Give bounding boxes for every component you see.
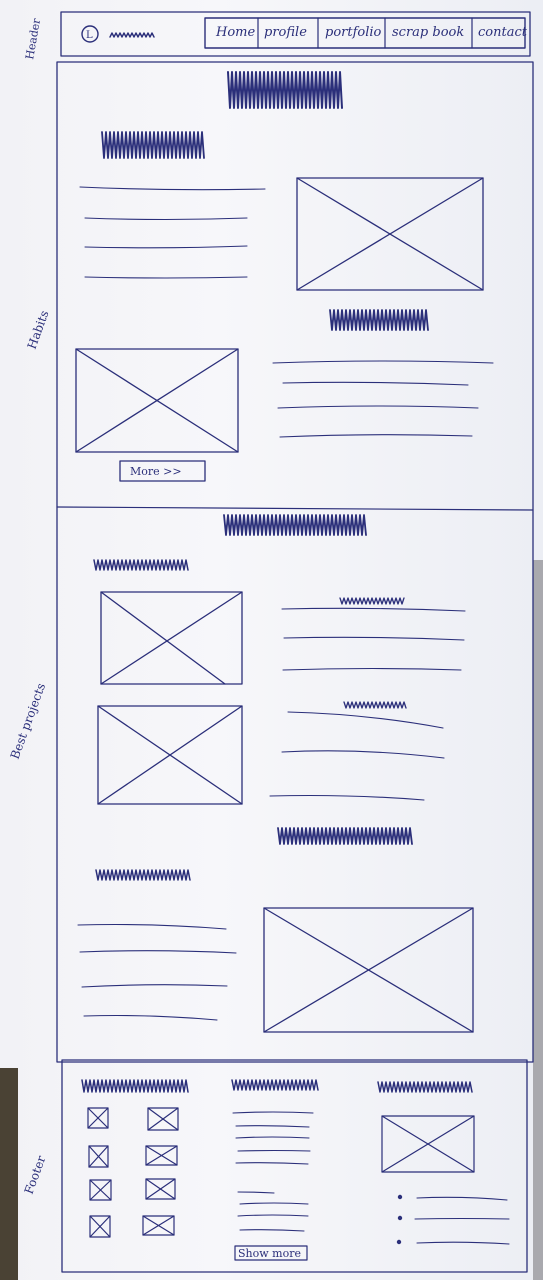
image-placeholder <box>75 348 239 453</box>
content-frame <box>56 61 534 1063</box>
project-text-lines-1 <box>281 607 466 671</box>
project-title-scribble <box>343 701 407 709</box>
project-text-lines-3 <box>77 923 237 1021</box>
logo-glyph: L <box>86 30 93 41</box>
footer-section <box>61 1059 528 1273</box>
thumbnail-placeholder <box>142 1215 175 1236</box>
projects-subheading-scribble-2 <box>277 827 413 845</box>
projects-subheading-scribble <box>93 559 189 571</box>
nav-profile[interactable]: profile <box>264 25 307 40</box>
more-button-frame[interactable] <box>119 460 206 482</box>
side-label-best-projects: Best projects <box>8 681 48 761</box>
section-divider <box>56 506 534 511</box>
projects-title-scribble <box>223 514 367 536</box>
table-edge-left <box>0 1068 18 1280</box>
thumbnail-grid <box>87 1107 179 1238</box>
habits-title-scribble <box>227 71 343 109</box>
thumbnail-placeholder <box>89 1179 112 1201</box>
image-placeholder <box>381 1115 475 1173</box>
habits-subheading-scribble-2 <box>329 309 429 331</box>
logo-icon: L <box>81 25 99 43</box>
image-placeholder <box>97 705 243 805</box>
site-name-scribble <box>109 32 155 38</box>
show-more-button-frame[interactable] <box>234 1245 308 1261</box>
habits-text-lines-2 <box>272 360 494 438</box>
image-placeholder <box>263 907 474 1033</box>
more-button-label[interactable]: More >> <box>130 465 182 478</box>
show-more-button-label[interactable]: Show more <box>238 1247 301 1260</box>
habits-text-lines-1 <box>79 186 266 279</box>
footer-heading-scribble <box>377 1081 473 1093</box>
footer-heading-scribble <box>231 1079 319 1091</box>
habits-subheading-scribble <box>101 131 205 159</box>
side-label-header: Header <box>23 17 43 61</box>
image-placeholder <box>100 591 243 685</box>
thumbnail-placeholder <box>88 1145 109 1168</box>
side-label-habits: Habits <box>25 309 52 351</box>
project-title-scribble <box>339 597 405 605</box>
footer-text-lines <box>232 1111 314 1232</box>
thumbnail-placeholder <box>89 1215 111 1238</box>
nav-scrap-book[interactable]: scrap book <box>392 25 464 40</box>
image-placeholder <box>296 177 484 291</box>
thumbnail-placeholder <box>145 1145 178 1166</box>
footer-bullet-list <box>396 1194 510 1245</box>
project-text-lines-2 <box>269 711 445 801</box>
nav-bar <box>204 17 526 49</box>
nav-contact[interactable]: contact <box>478 25 528 40</box>
projects-subheading-scribble-3 <box>95 869 191 881</box>
table-edge-right <box>533 560 543 1280</box>
header-bar: L <box>60 11 531 57</box>
nav-home[interactable]: Home <box>215 25 255 40</box>
thumbnail-placeholder <box>87 1107 109 1129</box>
habits-section <box>75 71 494 482</box>
best-projects-section <box>77 514 474 1033</box>
thumbnail-placeholder <box>147 1107 179 1131</box>
thumbnail-placeholder <box>145 1178 176 1200</box>
side-label-footer: Footer <box>22 1154 49 1196</box>
nav-portfolio[interactable]: portfolio <box>325 25 382 40</box>
footer-heading-scribble <box>81 1079 189 1093</box>
